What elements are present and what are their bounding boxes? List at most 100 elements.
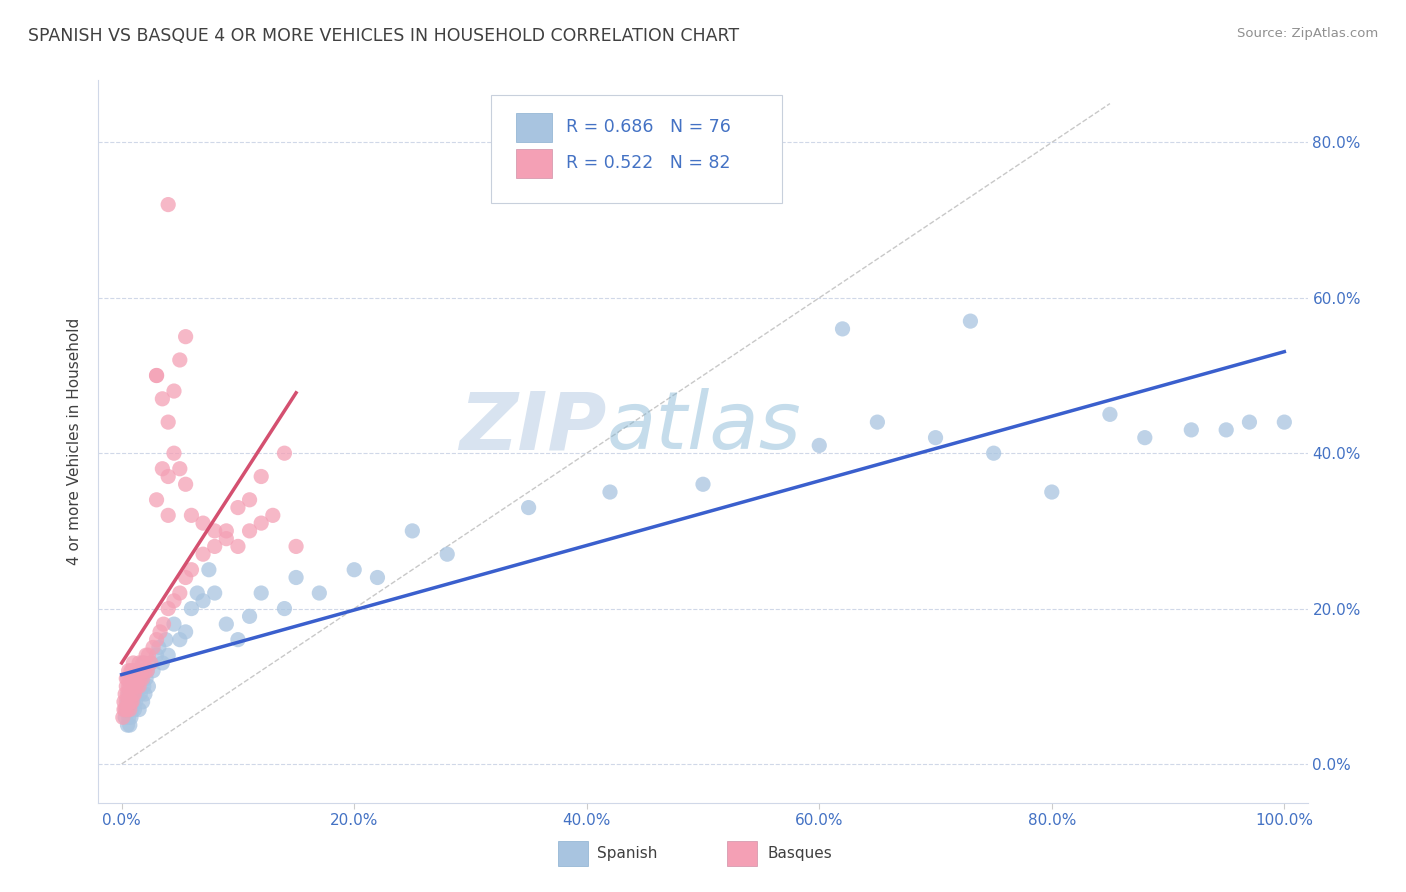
Point xyxy=(180,563,202,577)
Text: Basques: Basques xyxy=(768,846,832,861)
Point xyxy=(250,586,273,600)
Point xyxy=(111,710,134,724)
Point xyxy=(150,461,173,475)
Point xyxy=(163,617,186,632)
Point xyxy=(124,687,146,701)
Point xyxy=(174,477,197,491)
Point xyxy=(148,640,170,655)
Point xyxy=(122,656,145,670)
Point xyxy=(124,672,146,686)
Point xyxy=(174,570,197,584)
Point xyxy=(124,687,146,701)
Point xyxy=(117,702,139,716)
Point xyxy=(204,586,226,600)
Point xyxy=(983,446,1005,460)
Point xyxy=(198,563,221,577)
Text: Source: ZipAtlas.com: Source: ZipAtlas.com xyxy=(1237,27,1378,40)
Point xyxy=(128,679,150,693)
Point xyxy=(174,624,197,639)
Bar xyxy=(727,841,758,866)
Point xyxy=(121,664,143,678)
Point xyxy=(1098,408,1121,422)
Point xyxy=(131,656,153,670)
Point xyxy=(169,353,191,368)
Point xyxy=(808,438,831,452)
Y-axis label: 4 or more Vehicles in Household: 4 or more Vehicles in Household xyxy=(67,318,83,566)
FancyBboxPatch shape xyxy=(492,95,782,203)
Point xyxy=(308,586,330,600)
Point xyxy=(285,540,308,554)
Point xyxy=(120,672,142,686)
Point xyxy=(118,664,141,678)
Point xyxy=(128,664,150,678)
Point xyxy=(169,586,191,600)
Point xyxy=(128,656,150,670)
Point xyxy=(125,664,148,678)
Point xyxy=(924,431,946,445)
Point xyxy=(157,648,180,663)
Point xyxy=(115,679,138,693)
Point xyxy=(142,664,165,678)
Point xyxy=(127,672,149,686)
Text: Spanish: Spanish xyxy=(596,846,657,861)
Point xyxy=(118,672,141,686)
Text: R = 0.686   N = 76: R = 0.686 N = 76 xyxy=(567,119,731,136)
Point xyxy=(1239,415,1261,429)
Point xyxy=(180,508,202,523)
Point xyxy=(155,632,177,647)
Point xyxy=(122,695,145,709)
Point xyxy=(136,664,159,678)
Point xyxy=(157,415,180,429)
Point xyxy=(120,695,142,709)
Point xyxy=(118,679,141,693)
Point xyxy=(125,687,148,701)
Point xyxy=(174,329,197,343)
Point xyxy=(163,594,186,608)
Point xyxy=(118,679,141,693)
Point xyxy=(118,695,141,709)
Text: R = 0.522   N = 82: R = 0.522 N = 82 xyxy=(567,154,731,172)
Point xyxy=(150,392,173,406)
Point xyxy=(436,547,458,561)
Point xyxy=(125,679,148,693)
Point xyxy=(138,679,160,693)
Point xyxy=(117,718,139,732)
Point xyxy=(157,508,180,523)
Point xyxy=(131,664,153,678)
Point xyxy=(157,601,180,615)
Point xyxy=(118,687,141,701)
Point xyxy=(866,415,889,429)
Point xyxy=(131,672,153,686)
Point xyxy=(145,492,167,507)
Point xyxy=(692,477,714,491)
Point xyxy=(122,687,145,701)
Point xyxy=(118,710,141,724)
Point xyxy=(124,664,146,678)
Point xyxy=(112,702,135,716)
Point xyxy=(145,368,167,383)
Point xyxy=(120,695,142,709)
Text: ZIP: ZIP xyxy=(458,388,606,467)
Point xyxy=(112,695,135,709)
Point xyxy=(114,710,136,724)
Bar xyxy=(516,112,551,142)
Point xyxy=(114,702,136,716)
Point xyxy=(157,197,180,211)
Point xyxy=(262,508,284,523)
Point xyxy=(122,679,145,693)
Point xyxy=(121,679,143,693)
Text: SPANISH VS BASQUE 4 OR MORE VEHICLES IN HOUSEHOLD CORRELATION CHART: SPANISH VS BASQUE 4 OR MORE VEHICLES IN … xyxy=(28,27,740,45)
Point xyxy=(215,524,238,538)
Point xyxy=(273,446,295,460)
Point xyxy=(124,702,146,716)
Point xyxy=(128,702,150,716)
Point xyxy=(1040,485,1063,500)
Point xyxy=(115,695,138,709)
Point xyxy=(1215,423,1237,437)
Point xyxy=(129,672,152,686)
Point xyxy=(118,687,141,701)
Point xyxy=(163,446,186,460)
Point xyxy=(163,384,186,398)
Point xyxy=(124,695,146,709)
Point xyxy=(142,640,165,655)
